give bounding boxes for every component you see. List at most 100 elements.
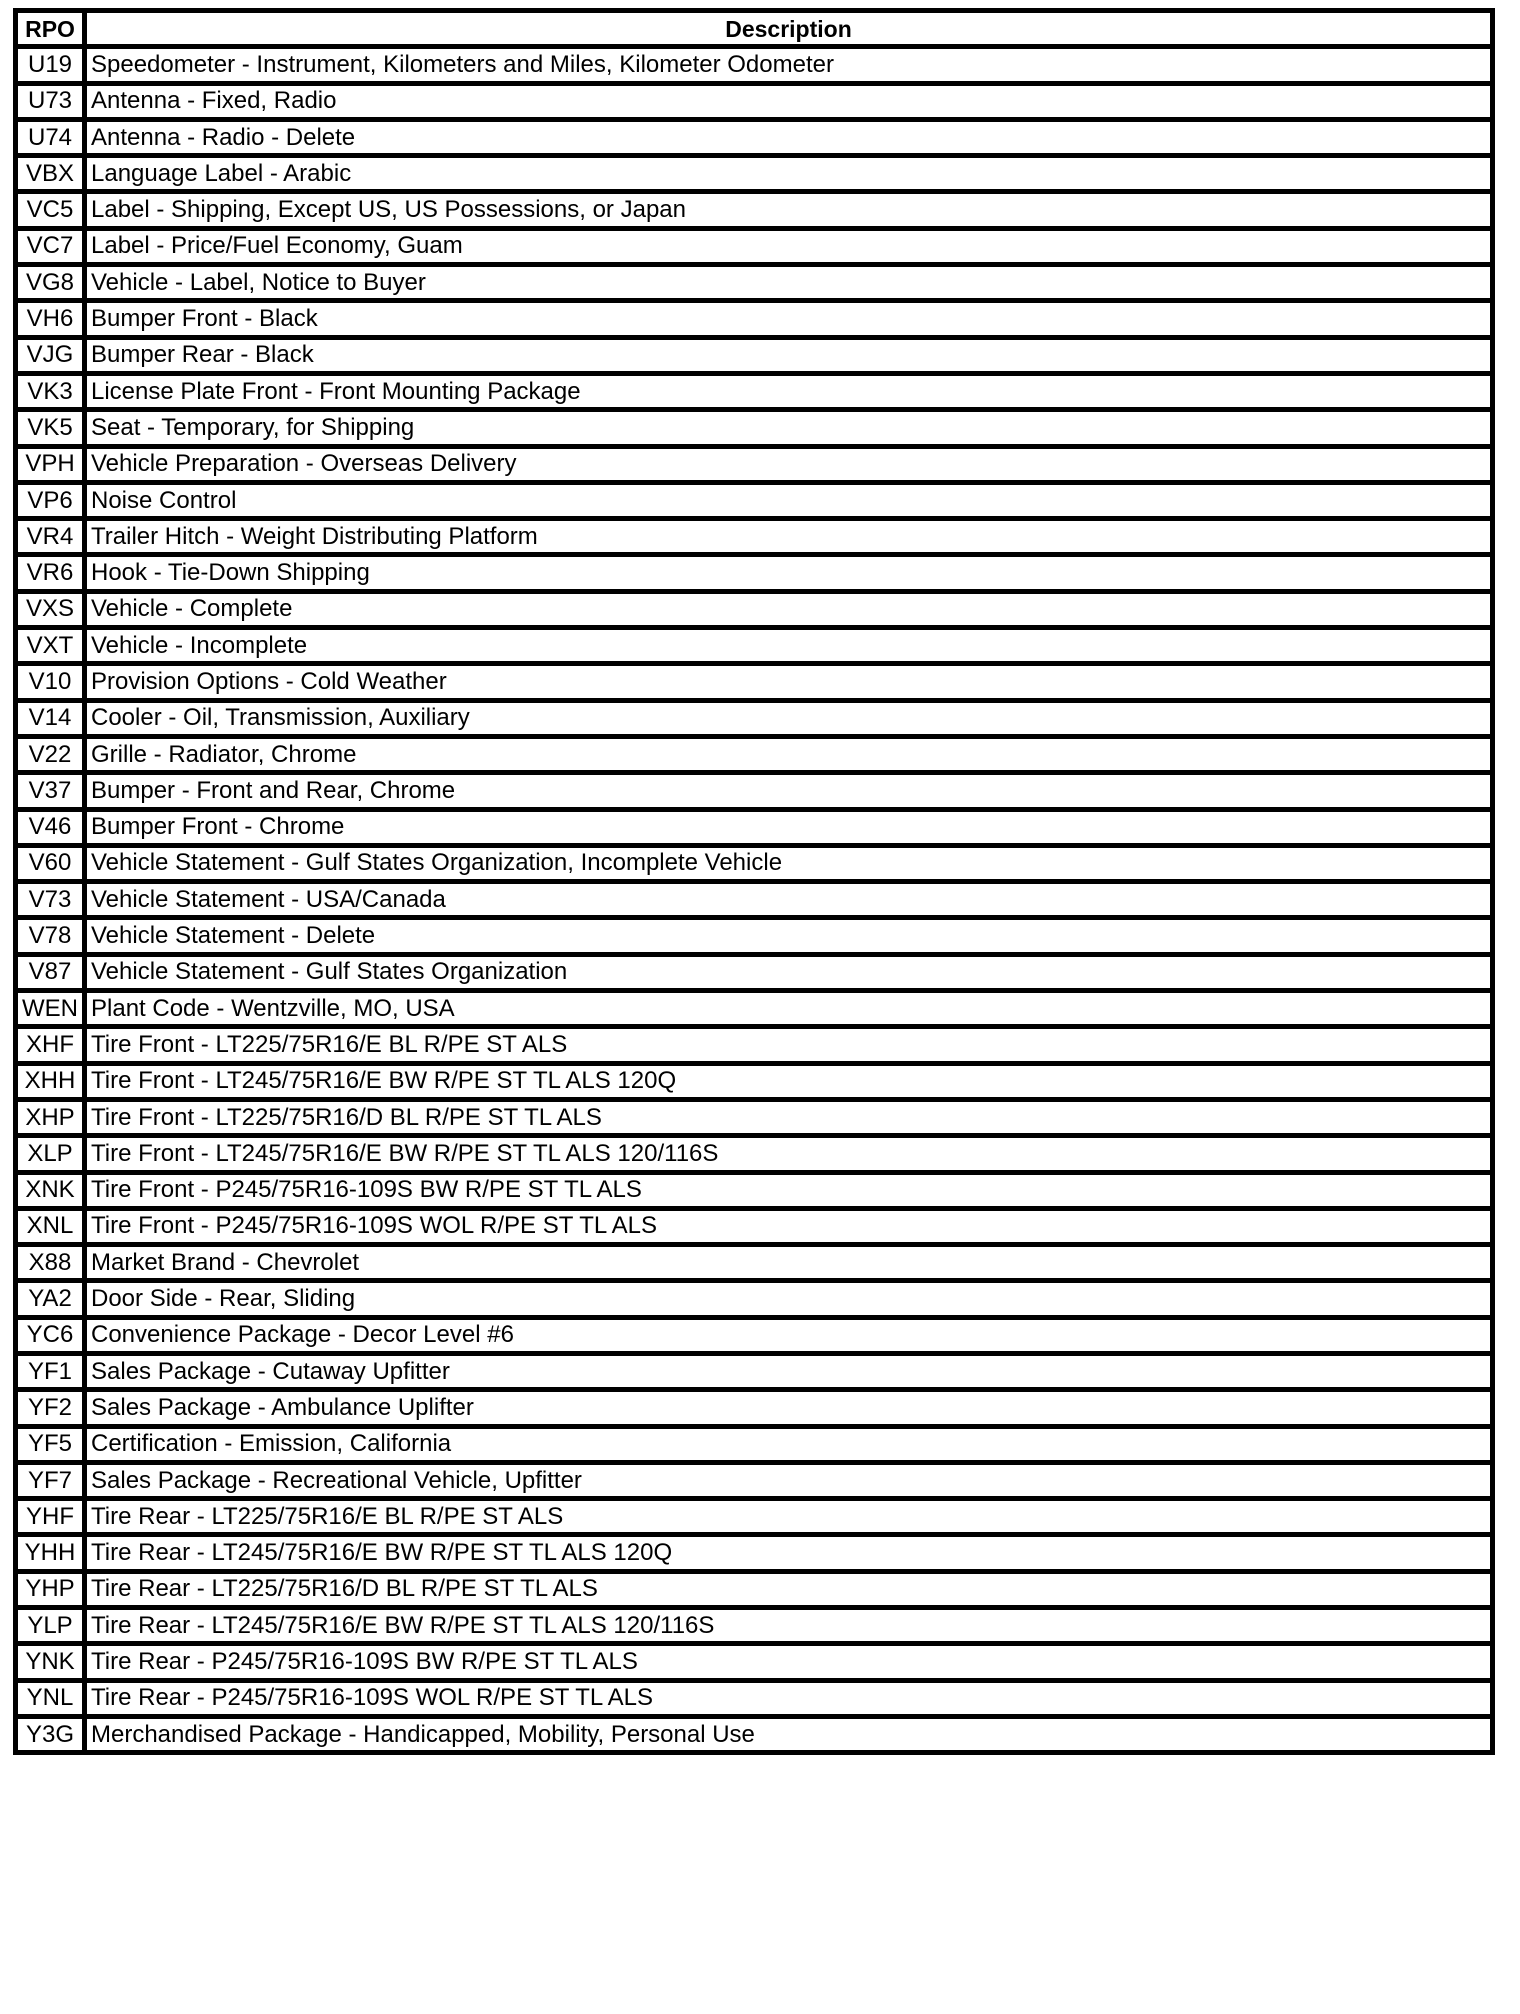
rpo-code: YF7 — [13, 1459, 87, 1502]
rpo-code: V14 — [13, 697, 87, 739]
rpo-code: VXT — [13, 625, 87, 667]
rpo-description: Tire Front - LT225/75R16/E BL R/PE ST AL… — [82, 1024, 1495, 1066]
rpo-description: Tire Rear - P245/75R16-109S WOL R/PE ST … — [82, 1677, 1495, 1719]
header-row: RPO Description — [13, 7, 1495, 50]
table-body: U19 Speedometer - Instrument, Kilometers … — [13, 44, 1495, 1756]
rpo-description: Plant Code - Wentzville, MO, USA — [82, 987, 1495, 1030]
table-row: VK5 Seat - Temporary, for Shipping — [13, 407, 1495, 449]
rpo-code: Y3G — [13, 1713, 87, 1756]
table-row: XHF Tire Front - LT225/75R16/E BL R/PE ST… — [13, 1024, 1495, 1066]
rpo-code: XLP — [13, 1133, 87, 1175]
rpo-code: V22 — [13, 733, 87, 776]
rpo-code: V10 — [13, 661, 87, 703]
rpo-description: Convenience Package - Decor Level #6 — [82, 1314, 1495, 1357]
table-row: U74 Antenna - Radio - Delete — [13, 116, 1495, 159]
rpo-code: XNK — [13, 1169, 87, 1211]
table-row: VBX Language Label - Arabic — [13, 153, 1495, 195]
rpo-code: VPH — [13, 443, 87, 485]
header-rpo: RPO — [13, 7, 87, 50]
rpo-description: Bumper Front - Black — [82, 298, 1495, 340]
rpo-description: Bumper Front - Chrome — [82, 806, 1495, 848]
table-row: XHP Tire Front - LT225/75R16/D BL R/PE ST… — [13, 1096, 1495, 1139]
rpo-code: YNL — [13, 1677, 87, 1719]
rpo-code: V73 — [13, 879, 87, 921]
table-row: XLP Tire Front - LT245/75R16/E BW R/PE ST… — [13, 1133, 1495, 1175]
rpo-code: YNK — [13, 1641, 87, 1683]
rpo-code: U74 — [13, 116, 87, 159]
table-row: V10 Provision Options - Cold Weather — [13, 661, 1495, 703]
table-row: YC6 Convenience Package - Decor Level #6 — [13, 1314, 1495, 1357]
table-row: V87 Vehicle Statement - Gulf States Organ… — [13, 951, 1495, 994]
rpo-description: Trailer Hitch - Weight Distributing Plat… — [82, 516, 1495, 558]
rpo-description: License Plate Front - Front Mounting Pac… — [82, 370, 1495, 413]
rpo-description: Speedometer - Instrument, Kilometers and… — [82, 44, 1495, 86]
rpo-description: Sales Package - Ambulance Uplifter — [82, 1387, 1495, 1429]
table-row: WEN Plant Code - Wentzville, MO, USA — [13, 987, 1495, 1030]
table-row: YF2 Sales Package - Ambulance Uplifter — [13, 1387, 1495, 1429]
rpo-code: VR6 — [13, 552, 87, 594]
rpo-description: Merchandised Package - Handicapped, Mobi… — [82, 1713, 1495, 1756]
rpo-code: YA2 — [13, 1278, 87, 1320]
rpo-code: V78 — [13, 915, 87, 957]
rpo-description: Noise Control — [82, 479, 1495, 522]
rpo-description: Market Brand - Chevrolet — [82, 1242, 1495, 1284]
rpo-code: VG8 — [13, 262, 87, 304]
table-row: VG8 Vehicle - Label, Notice to Buyer — [13, 262, 1495, 304]
rpo-description: Vehicle - Complete — [82, 588, 1495, 631]
table-row: VXS Vehicle - Complete — [13, 588, 1495, 631]
rpo-description: Tire Front - P245/75R16-109S WOL R/PE ST… — [82, 1205, 1495, 1248]
table-row: X88 Market Brand - Chevrolet — [13, 1242, 1495, 1284]
rpo-description: Sales Package - Recreational Vehicle, Up… — [82, 1459, 1495, 1502]
header-description: Description — [82, 7, 1495, 50]
rpo-description: Grille - Radiator, Chrome — [82, 733, 1495, 776]
table-row: YF1 Sales Package - Cutaway Upfitter — [13, 1350, 1495, 1393]
table-row: V60 Vehicle Statement - Gulf States Organ… — [13, 842, 1495, 885]
rpo-code: XHF — [13, 1024, 87, 1066]
rpo-code: V46 — [13, 806, 87, 848]
rpo-description: Tire Rear - LT245/75R16/E BW R/PE ST TL … — [82, 1605, 1495, 1647]
table-row: XHH Tire Front - LT245/75R16/E BW R/PE ST… — [13, 1060, 1495, 1102]
table-row: VP6 Noise Control — [13, 479, 1495, 522]
rpo-code: VBX — [13, 153, 87, 195]
table-row: XNL Tire Front - P245/75R16-109S WOL R/PE… — [13, 1205, 1495, 1248]
table-row: VK3 License Plate Front - Front Mounting … — [13, 370, 1495, 413]
rpo-description: Provision Options - Cold Weather — [82, 661, 1495, 703]
rpo-code: YF1 — [13, 1350, 87, 1393]
rpo-description: Sales Package - Cutaway Upfitter — [82, 1350, 1495, 1393]
rpo-code: WEN — [13, 987, 87, 1030]
rpo-code: VC7 — [13, 225, 87, 268]
table-row: U19 Speedometer - Instrument, Kilometers … — [13, 44, 1495, 86]
rpo-description: Vehicle Statement - Gulf States Organiza… — [82, 951, 1495, 994]
rpo-description: Tire Front - LT245/75R16/E BW R/PE ST TL… — [82, 1133, 1495, 1175]
table-row: YLP Tire Rear - LT245/75R16/E BW R/PE ST … — [13, 1605, 1495, 1647]
rpo-description: Vehicle Statement - Gulf States Organiza… — [82, 842, 1495, 885]
rpo-description: Label - Shipping, Except US, US Possessi… — [82, 189, 1495, 231]
rpo-code: YF5 — [13, 1423, 87, 1465]
rpo-description: Tire Rear - LT245/75R16/E BW R/PE ST TL … — [82, 1532, 1495, 1574]
rpo-description: Tire Front - LT225/75R16/D BL R/PE ST TL… — [82, 1096, 1495, 1139]
rpo-description: Vehicle Statement - USA/Canada — [82, 879, 1495, 921]
rpo-description: Antenna - Fixed, Radio — [82, 80, 1495, 122]
rpo-description: Tire Front - LT245/75R16/E BW R/PE ST TL… — [82, 1060, 1495, 1102]
table-row: VXT Vehicle - Incomplete — [13, 625, 1495, 667]
table-row: V22 Grille - Radiator, Chrome — [13, 733, 1495, 776]
table-row: YA2 Door Side - Rear, Sliding — [13, 1278, 1495, 1320]
rpo-code: VC5 — [13, 189, 87, 231]
rpo-description: Vehicle - Label, Notice to Buyer — [82, 262, 1495, 304]
table-row: VPH Vehicle Preparation - Overseas Delive… — [13, 443, 1495, 485]
rpo-code: YF2 — [13, 1387, 87, 1429]
rpo-description: Tire Front - P245/75R16-109S BW R/PE ST … — [82, 1169, 1495, 1211]
rpo-code: YHF — [13, 1496, 87, 1538]
table-row: Y3G Merchandised Package - Handicapped, M… — [13, 1713, 1495, 1756]
table-row: YNK Tire Rear - P245/75R16-109S BW R/PE S… — [13, 1641, 1495, 1683]
rpo-code: VR4 — [13, 516, 87, 558]
rpo-code: VXS — [13, 588, 87, 631]
rpo-code: U19 — [13, 44, 87, 86]
rpo-description: Antenna - Radio - Delete — [82, 116, 1495, 159]
rpo-description: Door Side - Rear, Sliding — [82, 1278, 1495, 1320]
rpo-code: VK5 — [13, 407, 87, 449]
rpo-description: Certification - Emission, California — [82, 1423, 1495, 1465]
table-row: VC7 Label - Price/Fuel Economy, Guam — [13, 225, 1495, 268]
table-row: V73 Vehicle Statement - USA/Canada — [13, 879, 1495, 921]
rpo-description: Vehicle Preparation - Overseas Delivery — [82, 443, 1495, 485]
